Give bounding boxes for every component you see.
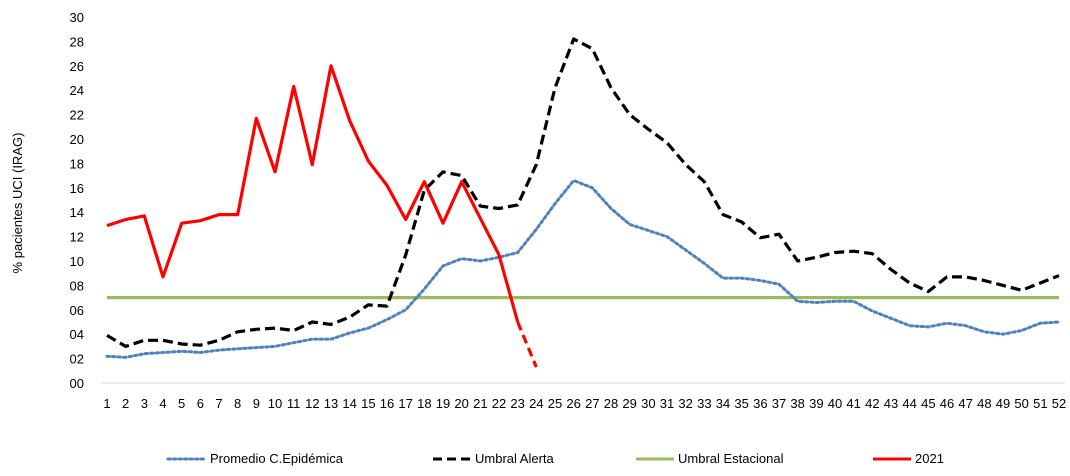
x-tick-label: 36 <box>753 396 767 411</box>
x-tick-label: 44 <box>902 396 916 411</box>
x-tick-label: 41 <box>846 396 860 411</box>
legend-label: Promedio C.Epidémica <box>210 451 344 466</box>
legend: Promedio C.Epidémica Umbral Alerta Umbral … <box>166 451 944 466</box>
y-tick-label: 08 <box>70 278 84 293</box>
x-tick-label: 46 <box>940 396 954 411</box>
x-tick-label: 13 <box>324 396 338 411</box>
series-line-2021 <box>106 64 520 323</box>
x-tick-label: 1 <box>103 396 110 411</box>
y-tick-label: 24 <box>70 83 84 98</box>
x-tick-label: 16 <box>380 396 394 411</box>
x-tick-label: 8 <box>234 396 241 411</box>
y-tick-label: 30 <box>70 10 84 25</box>
legend-label: Umbral Alerta <box>475 451 555 466</box>
x-tick-label: 3 <box>141 396 148 411</box>
x-tick-label: 51 <box>1033 396 1047 411</box>
x-tick-labels: 1 2 3 4 5 6 7 8 9 10 11 12 13 14 15 16 17 18 19 20 21 22 23 24 2… <box>103 396 1066 411</box>
x-tick-label: 27 <box>585 396 599 411</box>
x-tick-label: 37 <box>772 396 786 411</box>
x-tick-label: 29 <box>622 396 636 411</box>
series-line-umbral-alerta <box>106 37 1060 348</box>
x-tick-label: 9 <box>253 396 260 411</box>
x-tick-label: 40 <box>828 396 842 411</box>
x-tick-label: 47 <box>958 396 972 411</box>
x-tick-label: 6 <box>197 396 204 411</box>
legend-label: Umbral Estacional <box>678 451 784 466</box>
y-tick-label: 28 <box>70 34 84 49</box>
legend-label: 2021 <box>915 451 944 466</box>
y-tick-label: 22 <box>70 108 84 123</box>
x-tick-label: 28 <box>604 396 618 411</box>
x-tick-label: 2 <box>122 396 129 411</box>
x-tick-label: 38 <box>790 396 804 411</box>
x-tick-label: 22 <box>492 396 506 411</box>
x-tick-label: 48 <box>977 396 991 411</box>
x-tick-label: 24 <box>529 396 543 411</box>
y-tick-label: 00 <box>70 376 84 391</box>
x-tick-label: 12 <box>305 396 319 411</box>
x-tick-label: 26 <box>566 396 580 411</box>
y-axis-label: % pacientes UCI (IRAG) <box>10 133 25 274</box>
x-tick-label: 35 <box>734 396 748 411</box>
x-tick-label: 10 <box>268 396 282 411</box>
x-tick-label: 19 <box>436 396 450 411</box>
x-tick-label: 42 <box>865 396 879 411</box>
x-tick-label: 5 <box>178 396 185 411</box>
x-tick-label: 25 <box>548 396 562 411</box>
x-tick-label: 14 <box>342 396 356 411</box>
series-line-2021-dashed-tail <box>516 321 538 368</box>
y-tick-label: 20 <box>70 132 84 147</box>
x-tick-label: 15 <box>361 396 375 411</box>
y-tick-label: 06 <box>70 303 84 318</box>
x-tick-label: 30 <box>641 396 655 411</box>
x-tick-label: 34 <box>716 396 730 411</box>
x-tick-label: 11 <box>287 396 301 411</box>
y-tick-label: 12 <box>70 230 84 245</box>
x-tick-label: 17 <box>398 396 412 411</box>
y-tick-label: 10 <box>70 254 84 269</box>
x-tick-label: 49 <box>996 396 1010 411</box>
series-line-promedio-c-epid-mica <box>105 179 1061 359</box>
x-tick-label: 21 <box>473 396 487 411</box>
y-tick-label: 02 <box>70 352 84 367</box>
x-tick-label: 23 <box>510 396 524 411</box>
y-tick-label: 18 <box>70 156 84 171</box>
x-tick-label: 7 <box>215 396 222 411</box>
x-tick-label: 31 <box>660 396 674 411</box>
x-tick-label: 50 <box>1014 396 1028 411</box>
x-tick-label: 52 <box>1052 396 1066 411</box>
x-tick-label: 4 <box>159 396 166 411</box>
x-tick-label: 43 <box>884 396 898 411</box>
x-tick-label: 32 <box>678 396 692 411</box>
y-tick-labels: 00 02 04 06 08 10 12 14 16 18 20 22 24 26 28 30 <box>70 10 84 391</box>
x-tick-label: 18 <box>417 396 431 411</box>
x-tick-label: 20 <box>454 396 468 411</box>
y-tick-label: 04 <box>70 327 84 342</box>
x-tick-label: 33 <box>697 396 711 411</box>
y-tick-label: 14 <box>70 205 84 220</box>
x-tick-label: 39 <box>809 396 823 411</box>
y-tick-label: 26 <box>70 59 84 74</box>
y-tick-label: 16 <box>70 181 84 196</box>
x-tick-label: 45 <box>921 396 935 411</box>
series-lines <box>105 37 1061 368</box>
